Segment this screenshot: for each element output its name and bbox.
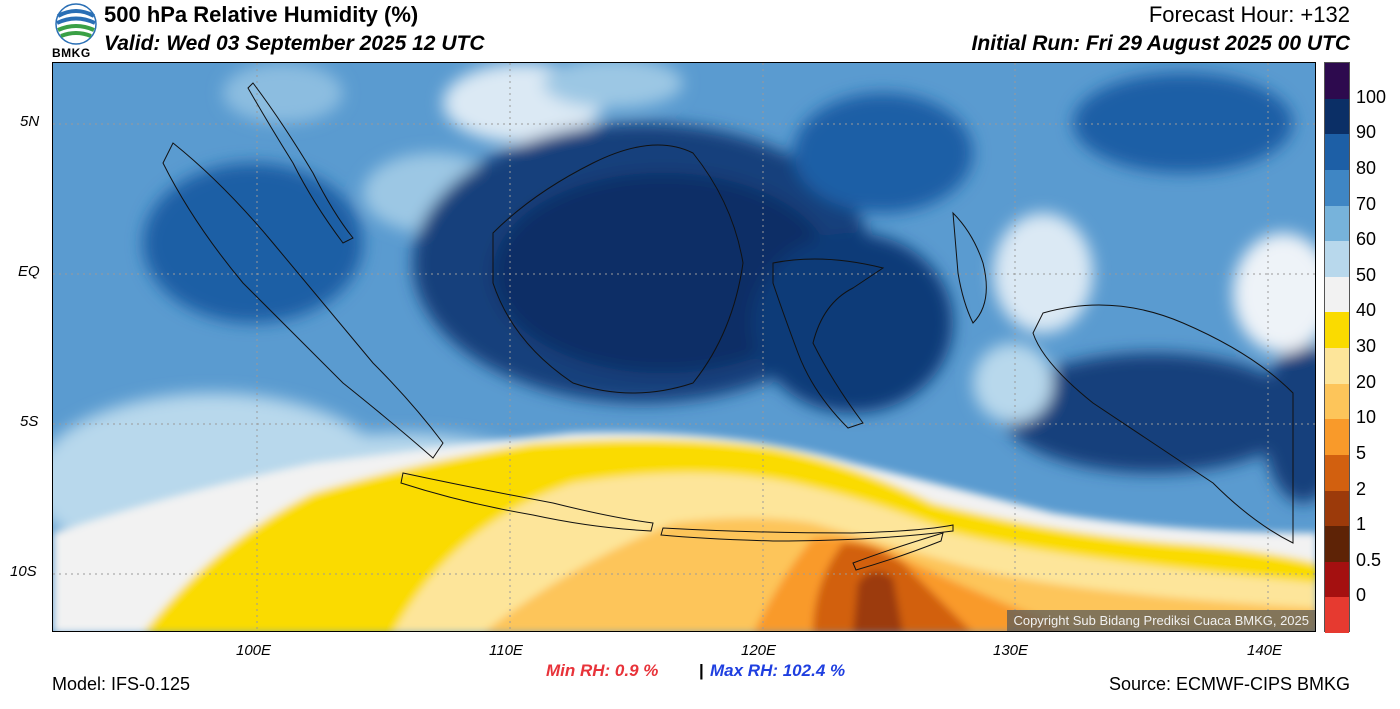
colorbar-segment	[1325, 419, 1349, 455]
humidity-map[interactable]: Copyright Sub Bidang Prediksi Cuaca BMKG…	[52, 62, 1316, 632]
colorbar-segment	[1325, 490, 1349, 527]
colorbar-segment	[1325, 276, 1349, 313]
logo-text: BMKG	[52, 46, 91, 60]
colorbar-label: 2	[1356, 478, 1367, 499]
colorbar-label: 10	[1356, 407, 1377, 428]
initial-run: Initial Run: Fri 29 August 2025 00 UTC	[971, 32, 1350, 55]
chart-title: 500 hPa Relative Humidity (%)	[104, 2, 419, 27]
colorbar-segment	[1325, 98, 1349, 135]
colorbar-segment	[1325, 348, 1349, 384]
lon-label-140e: 140E	[1247, 642, 1283, 659]
max-rh: Max RH: 102.4 %	[710, 661, 846, 680]
copyright-notice: Copyright Sub Bidang Prediksi Cuaca BMKG…	[1007, 610, 1315, 631]
lon-label-130e: 130E	[993, 642, 1029, 659]
colorbar-segment	[1325, 383, 1349, 420]
lat-label-5s: 5S	[20, 413, 39, 430]
colorbar-segment	[1325, 561, 1349, 598]
colorbar-label: 50	[1356, 264, 1377, 285]
colorbar-label: 30	[1356, 336, 1377, 356]
colorbar-label: 70	[1356, 193, 1377, 214]
lat-label-5n: 5N	[20, 113, 40, 130]
colorbar-label: 40	[1356, 300, 1377, 321]
map-canvas	[53, 63, 1315, 631]
colorbar-label: 1	[1356, 514, 1367, 535]
colorbar-label: 60	[1356, 229, 1377, 250]
colorbar-label: 100	[1356, 86, 1387, 107]
lat-label-eq: EQ	[18, 263, 40, 280]
model-label: Model: IFS-0.125	[52, 674, 191, 694]
colorbar-segment	[1325, 134, 1349, 170]
colorbar	[1324, 62, 1350, 633]
minmax-separator: |	[699, 661, 704, 680]
colorbar-segment	[1325, 312, 1349, 348]
forecast-hour: Forecast Hour: +132	[1148, 2, 1350, 27]
colorbar-segment	[1325, 454, 1349, 491]
source-label: Source: ECMWF-CIPS BMKG	[1108, 674, 1350, 694]
min-rh: Min RH: 0.9 %	[546, 661, 659, 680]
colorbar-label: 20	[1356, 371, 1377, 392]
lat-label-10s: 10S	[10, 563, 37, 580]
colorbar-segment	[1325, 597, 1349, 633]
colorbar-segment	[1325, 205, 1349, 242]
lon-label-120e: 120E	[741, 642, 777, 659]
colorbar-label: 5	[1356, 442, 1367, 463]
colorbar-label: 0	[1356, 585, 1367, 606]
bmkg-logo	[52, 2, 100, 60]
colorbar-label: 80	[1356, 157, 1377, 178]
colorbar-segment	[1325, 526, 1349, 562]
lon-label-100e: 100E	[236, 642, 272, 659]
colorbar-segment	[1325, 241, 1349, 277]
lon-label-110e: 110E	[489, 642, 523, 659]
colorbar-segment	[1325, 63, 1349, 99]
colorbar-label: 0.5	[1356, 549, 1382, 570]
colorbar-segment	[1325, 169, 1349, 206]
valid-time: Valid: Wed 03 September 2025 12 UTC	[104, 32, 485, 55]
colorbar-label: 90	[1356, 122, 1377, 143]
